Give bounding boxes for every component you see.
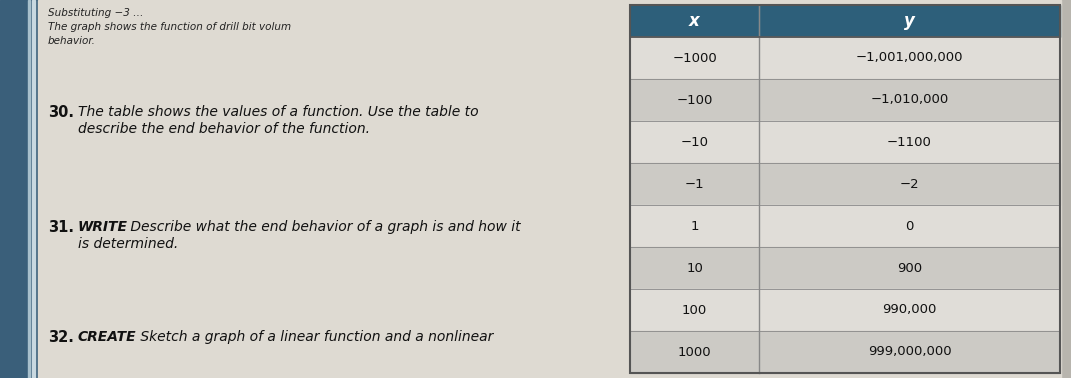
Bar	[630, 163, 1060, 205]
Text: is determined.: is determined.	[78, 237, 178, 251]
Text: 31.: 31.	[48, 220, 74, 235]
Bar	[630, 37, 1060, 79]
Bar	[630, 121, 1060, 163]
Bar	[32, 0, 35, 378]
Bar	[28, 0, 30, 378]
Text: −1000: −1000	[673, 51, 716, 65]
Text: 1: 1	[690, 220, 698, 232]
Bar	[0, 0, 37, 378]
Bar	[630, 289, 1060, 331]
Text: Describe what the end behavior of a graph is and how it: Describe what the end behavior of a grap…	[126, 220, 521, 234]
Bar	[630, 5, 1060, 373]
Text: 30.: 30.	[48, 105, 74, 120]
Text: 999,000,000: 999,000,000	[868, 345, 951, 358]
Text: 900: 900	[896, 262, 922, 274]
Text: −1,010,000: −1,010,000	[871, 93, 949, 107]
Bar	[630, 331, 1060, 373]
Text: y: y	[904, 12, 915, 30]
Bar	[630, 247, 1060, 289]
Text: 100: 100	[682, 304, 707, 316]
Bar	[630, 79, 1060, 121]
Bar	[630, 5, 1060, 37]
Text: 990,000: 990,000	[883, 304, 937, 316]
Text: −1100: −1100	[887, 135, 932, 149]
Text: −10: −10	[680, 135, 709, 149]
Text: Substituting −3 …: Substituting −3 …	[48, 8, 144, 18]
Text: 0: 0	[905, 220, 914, 232]
Text: The graph shows the function of drill bit volum: The graph shows the function of drill bi…	[48, 22, 291, 32]
Text: behavior.: behavior.	[48, 36, 96, 46]
Text: x: x	[689, 12, 699, 30]
Text: describe the end behavior of the function.: describe the end behavior of the functio…	[78, 122, 369, 136]
Text: 32.: 32.	[48, 330, 74, 345]
Text: 10: 10	[687, 262, 703, 274]
Bar	[630, 205, 1060, 247]
Text: −1: −1	[684, 178, 705, 191]
Text: −2: −2	[900, 178, 919, 191]
Text: −1,001,000,000: −1,001,000,000	[856, 51, 963, 65]
Text: 1000: 1000	[678, 345, 711, 358]
Text: WRITE: WRITE	[78, 220, 129, 234]
Text: CREATE: CREATE	[78, 330, 137, 344]
Text: The table shows the values of a function. Use the table to: The table shows the values of a function…	[78, 105, 479, 119]
Text: −100: −100	[676, 93, 712, 107]
Text: Sketch a graph of a linear function and a nonlinear: Sketch a graph of a linear function and …	[136, 330, 494, 344]
